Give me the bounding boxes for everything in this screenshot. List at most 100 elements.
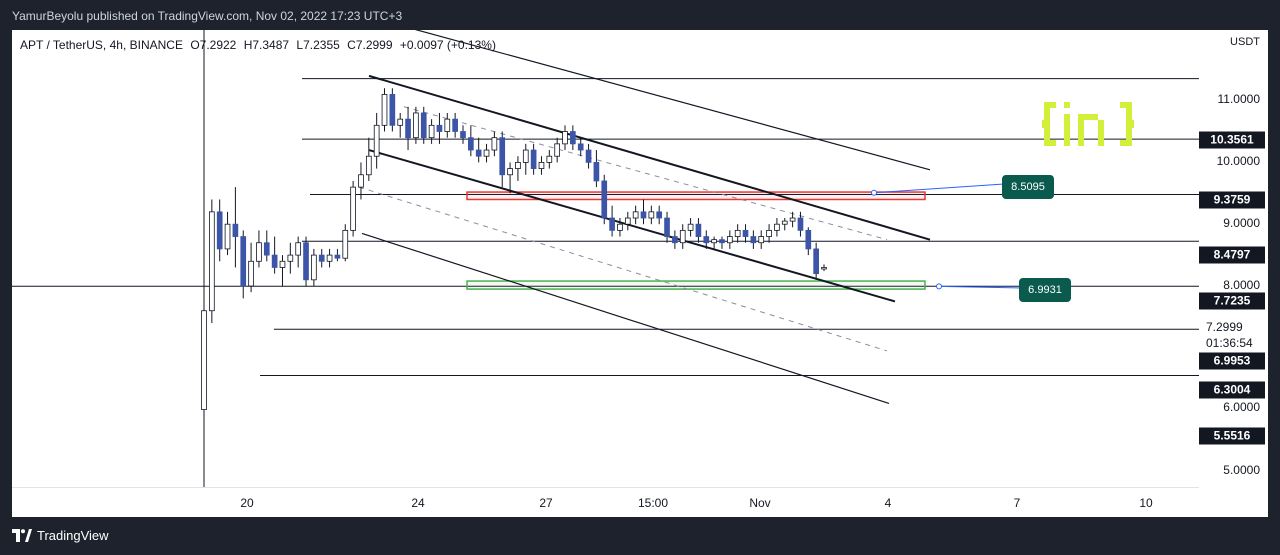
candle [350, 180, 356, 237]
candle [593, 150, 600, 188]
candle-body [719, 239, 725, 244]
candle [601, 174, 608, 225]
resistance-zone [466, 191, 926, 201]
price-axis-unit[interactable]: USDT [1230, 36, 1260, 48]
top-bar: YamurBeyolu published on TradingView.com… [0, 0, 1280, 30]
candle [813, 242, 819, 280]
tradingview-logo[interactable]: TradingView [12, 528, 109, 543]
candle-body [813, 248, 819, 275]
watermark-logo [1042, 98, 1134, 155]
time-tick: Nov [749, 496, 771, 510]
candle [648, 205, 655, 225]
candle-body [805, 229, 812, 250]
time-axis[interactable]: 20 24 27 15:00 Nov 4 7 10 [12, 487, 1199, 517]
candle-body [562, 131, 568, 145]
channel-mid-upper-line [403, 106, 888, 241]
channel-upper-line [368, 74, 931, 241]
candle-body [397, 118, 404, 126]
candle-body [672, 236, 678, 244]
callout-upper-target[interactable]: 8.5095 [1002, 175, 1054, 199]
footer-bar [0, 517, 1280, 555]
candle [303, 236, 309, 286]
candle-body [279, 260, 286, 268]
candle [789, 211, 796, 228]
candle-body [216, 211, 223, 250]
candle [326, 248, 333, 268]
candle [515, 156, 521, 181]
candle-body [774, 223, 780, 231]
candle-body [413, 112, 419, 139]
candle-body [499, 137, 506, 176]
candle [805, 227, 812, 256]
candle [554, 137, 560, 163]
candle [216, 199, 223, 262]
candle [695, 218, 702, 243]
candle [475, 137, 482, 163]
level-label: 10.3561 [1199, 131, 1265, 149]
candle-body [389, 94, 396, 126]
candle-body [507, 168, 513, 176]
level-label: 5.5516 [1199, 427, 1265, 445]
candle [797, 211, 804, 237]
candle [522, 143, 529, 175]
price-axis[interactable]: USDT 11.0000 10.0000 9.0000 8.0000 6.000… [1199, 30, 1268, 517]
current-price: 7.2999 [1206, 320, 1243, 334]
tradingview-icon [12, 528, 32, 542]
candle-body [679, 229, 686, 244]
candle-body [695, 223, 702, 237]
candle [656, 205, 663, 225]
candle-body [381, 94, 388, 126]
candle-body [593, 161, 600, 182]
candle [381, 88, 388, 132]
legend-symbol[interactable]: APT / TetherUS, 4h, BINANCE [20, 38, 183, 52]
price-tick: 9.0000 [1223, 216, 1260, 230]
candle-body [491, 137, 498, 151]
candle-body [358, 174, 364, 188]
level-label: 6.3004 [1199, 381, 1265, 399]
candle-body [295, 242, 302, 256]
brand-watermark-icon [1042, 102, 1134, 146]
candle-body [483, 149, 490, 157]
callout-lower-target[interactable]: 6.9931 [1019, 278, 1071, 302]
candle-body [522, 149, 529, 163]
candle [640, 199, 647, 225]
time-tick: 24 [411, 496, 425, 510]
candle [201, 304, 207, 422]
price-tick: 5.0000 [1223, 463, 1260, 477]
candle [585, 143, 592, 169]
channel-outer-upper-line [414, 30, 931, 171]
channel-lower-line [368, 149, 896, 303]
candle-body [703, 236, 710, 244]
candle-body [326, 254, 333, 262]
candle-body [821, 267, 827, 270]
symbol-legend[interactable]: APT / TetherUS, 4h, BINANCE O7.2922 H7.3… [20, 38, 500, 52]
candle [468, 125, 474, 157]
price-chart[interactable] [12, 30, 1199, 487]
candle-body [342, 229, 349, 259]
chart-pane[interactable]: APT / TetherUS, 4h, BINANCE O7.2922 H7.3… [12, 30, 1199, 487]
candle-body [436, 124, 443, 132]
candle-body [734, 229, 741, 237]
candle [365, 137, 372, 181]
legend-open: O7.2922 [190, 38, 237, 52]
candle-body [656, 211, 663, 219]
candle [507, 162, 513, 194]
candle [263, 230, 270, 262]
candle-body [648, 211, 655, 219]
candle [428, 119, 435, 144]
candle-body [350, 186, 356, 231]
candle [209, 199, 215, 324]
candle [491, 131, 498, 157]
candle [577, 137, 584, 157]
candle-body [271, 254, 278, 268]
candle [711, 236, 717, 249]
candle-body [797, 217, 804, 231]
candle-body [232, 223, 239, 237]
candle-body [781, 220, 788, 225]
candle-body [263, 242, 270, 256]
candle [499, 131, 506, 188]
candle-body [766, 229, 772, 237]
channel-mid-lower-line [358, 186, 888, 352]
candle [256, 230, 262, 268]
candle [483, 143, 490, 163]
